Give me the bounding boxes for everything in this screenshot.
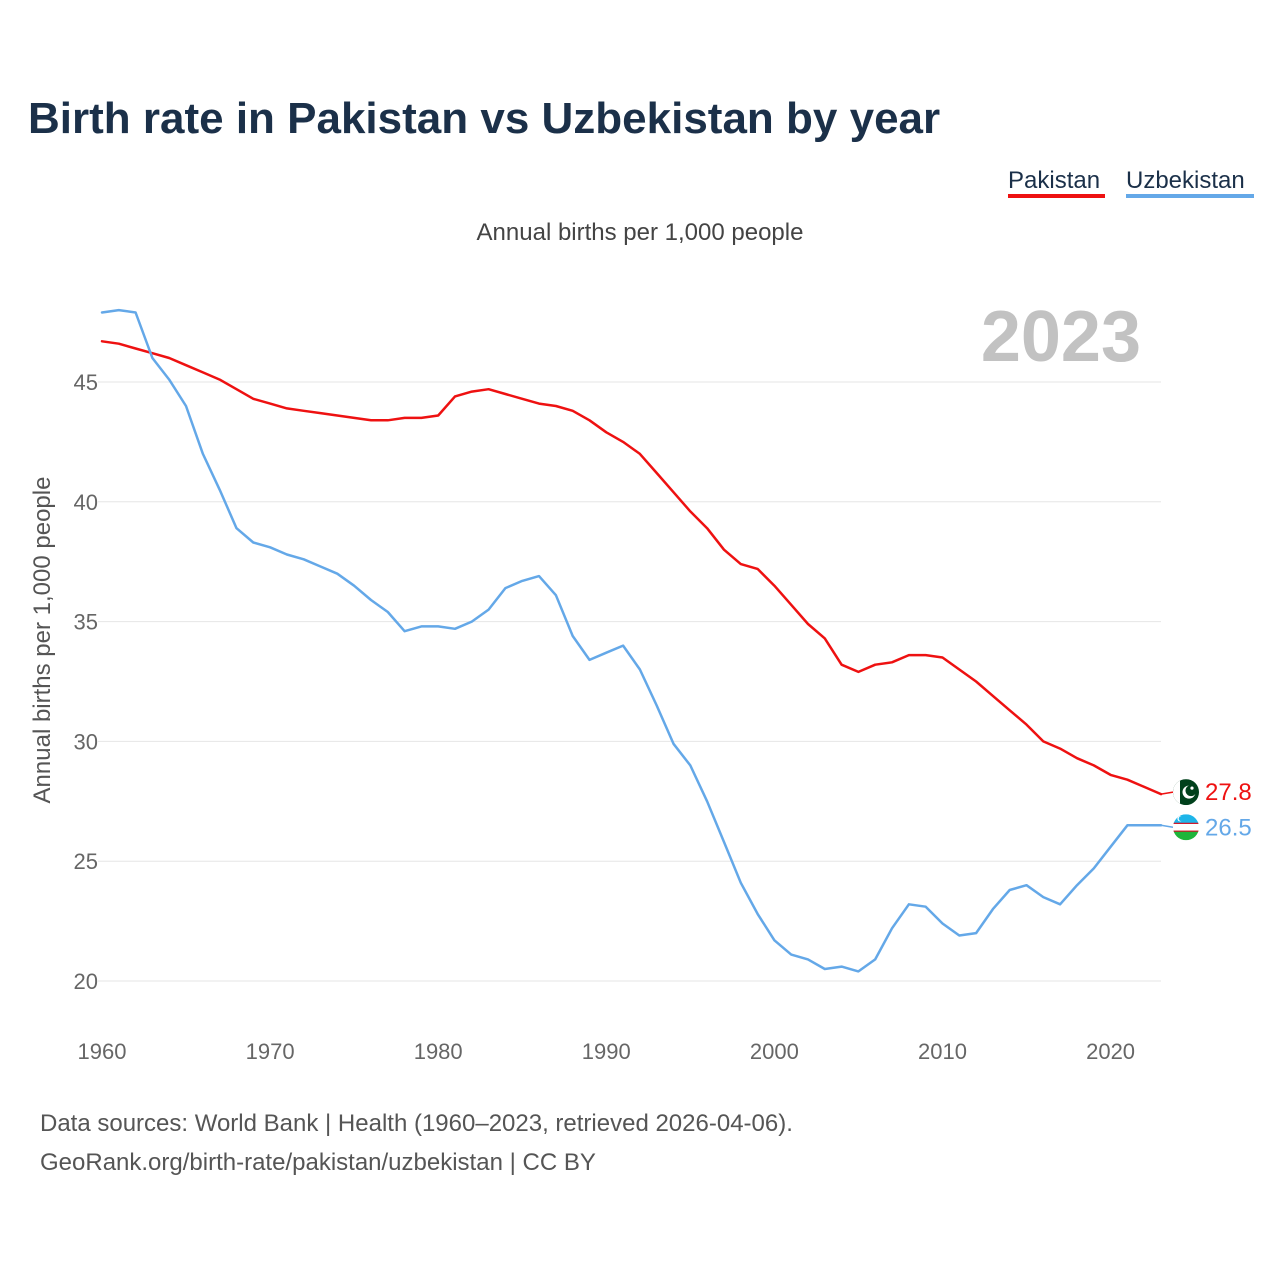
x-tick-2020: 2020 xyxy=(1086,1039,1135,1064)
end-marker-pakistan: 27.8 xyxy=(1160,779,1252,806)
y-tick-35: 35 xyxy=(74,610,98,635)
gridlines xyxy=(98,381,1161,982)
y-tick-40: 40 xyxy=(74,490,98,515)
pakistan-flag-icon xyxy=(1173,779,1199,806)
y-tick-25: 25 xyxy=(74,849,98,874)
source-line-1: Data sources: World Bank | Health (1960–… xyxy=(40,1110,793,1137)
legend-label-pakistan[interactable]: Pakistan xyxy=(1008,167,1100,194)
source-url[interactable]: GeoRank.org/birth-rate/pakistan/uzbekist… xyxy=(40,1149,596,1176)
x-tick-1980: 1980 xyxy=(414,1039,463,1064)
x-tick-1990: 1990 xyxy=(582,1039,631,1064)
series-line-uzbekistan xyxy=(100,308,1163,973)
y-axis-label: Annual births per 1,000 people xyxy=(29,477,56,804)
y-tick-45: 45 xyxy=(74,370,98,395)
uzbekistan-flag-icon xyxy=(1173,814,1199,841)
chart-title: Birth rate in Pakistan vs Uzbekistan by … xyxy=(28,94,940,143)
y-axis-ticks: 20 25 30 35 40 45 xyxy=(74,370,98,994)
chart-subtitle: Annual births per 1,000 people xyxy=(477,219,804,246)
y-tick-20: 20 xyxy=(74,969,98,994)
y-tick-30: 30 xyxy=(74,729,98,754)
x-axis-ticks: 1960 1970 1980 1990 2000 2010 2020 xyxy=(78,1039,1136,1064)
leader-line-uzbekistan xyxy=(1160,824,1174,828)
series-line-pakistan xyxy=(100,340,1163,796)
year-label: 2023 xyxy=(981,297,1141,377)
end-value-pakistan: 27.8 xyxy=(1205,779,1252,806)
end-value-uzbekistan: 26.5 xyxy=(1205,814,1252,841)
x-tick-1970: 1970 xyxy=(246,1039,295,1064)
legend-swatch-uzbekistan xyxy=(1126,194,1254,198)
legend: Pakistan Uzbekistan xyxy=(1008,167,1254,198)
x-tick-2010: 2010 xyxy=(918,1039,967,1064)
leader-line-pakistan xyxy=(1160,791,1174,795)
end-marker-uzbekistan: 26.5 xyxy=(1160,814,1252,841)
legend-swatch-pakistan xyxy=(1008,194,1105,198)
x-tick-1960: 1960 xyxy=(78,1039,127,1064)
legend-label-uzbekistan[interactable]: Uzbekistan xyxy=(1126,167,1245,194)
x-tick-2000: 2000 xyxy=(750,1039,799,1064)
